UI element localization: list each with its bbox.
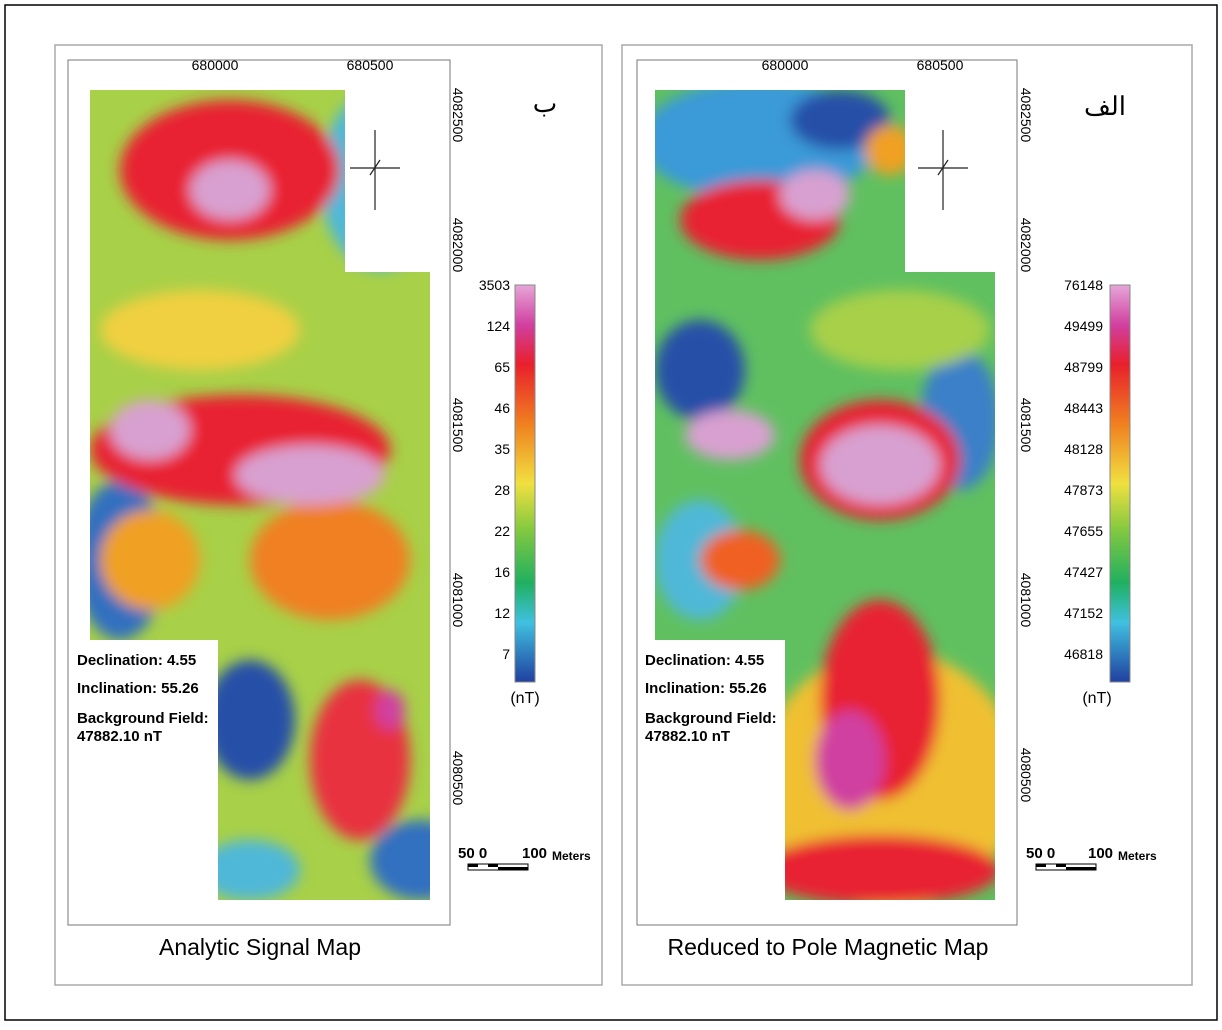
y-ticks: 4082500 4082000 4081500 4081000 4080500 [1018, 88, 1034, 803]
legend-label: 3503 [479, 277, 510, 293]
y-tick-label: 4080500 [450, 751, 466, 806]
legend-label: 35 [494, 441, 510, 457]
scale-right: 100 [522, 845, 547, 862]
legend-label: 46 [494, 400, 510, 416]
scale-unit: Meters [552, 849, 591, 863]
legend-unit: (nT) [1082, 690, 1111, 707]
y-tick-label: 4081500 [450, 398, 466, 453]
background-label: Background Field: [77, 710, 209, 727]
x-tick-label: 680000 [192, 57, 239, 73]
y-tick-label: 4082000 [1018, 218, 1034, 273]
panel-letter: ب [533, 89, 557, 119]
y-tick-label: 4081500 [1018, 398, 1034, 453]
y-tick-label: 4080500 [1018, 748, 1034, 803]
legend-label: 47152 [1064, 605, 1103, 621]
letter-box [1070, 75, 1140, 135]
legend-label: 47427 [1064, 564, 1103, 580]
legend-label: 48799 [1064, 359, 1103, 375]
declination: Declination: 4.55 [77, 652, 196, 669]
x-tick-label: 680000 [762, 57, 809, 73]
legend-label: 76148 [1064, 277, 1103, 293]
background-label: Background Field: [645, 710, 777, 727]
legend-label: 65 [494, 359, 510, 375]
inclination: Inclination: 55.26 [645, 680, 767, 697]
scale-right: 100 [1088, 845, 1113, 862]
y-ticks: 4082500 4082000 4081500 4081000 4080500 [450, 88, 466, 806]
north-arrow [350, 130, 400, 210]
color-bar [1109, 284, 1131, 683]
panel-title: Reduced to Pole Magnetic Map [668, 934, 989, 960]
legend-label: 16 [494, 564, 510, 580]
north-arrow [918, 130, 968, 210]
legend-labels: 76148 49499 48799 48443 48128 47873 4765… [1064, 277, 1103, 662]
panel-title: Analytic Signal Map [159, 934, 361, 960]
y-tick-label: 4082500 [1018, 88, 1034, 143]
legend-label: 48443 [1064, 400, 1103, 416]
map-frame [636, 59, 1018, 926]
legend-label: 22 [494, 523, 510, 539]
x-tick-label: 680500 [917, 57, 964, 73]
letter-box [515, 75, 575, 130]
x-tick-label: 680500 [347, 57, 394, 73]
color-bar [514, 284, 536, 683]
legend-label: 46818 [1064, 646, 1103, 662]
scale-bar [1035, 863, 1097, 871]
legend-label: 48128 [1064, 441, 1103, 457]
panel-letter: الف [1084, 92, 1126, 122]
legend-label: 7 [502, 646, 510, 662]
y-tick-label: 4082500 [450, 88, 466, 143]
scale-left: 50 0 [1026, 845, 1055, 862]
inclination: Inclination: 55.26 [77, 680, 199, 697]
scale-unit: Meters [1118, 849, 1157, 863]
legend-label: 49499 [1064, 318, 1103, 334]
declination: Declination: 4.55 [645, 652, 764, 669]
y-tick-label: 4081000 [1018, 573, 1034, 628]
legend-label: 47655 [1064, 523, 1103, 539]
background-value: 47882.10 nT [77, 728, 162, 745]
background-value: 47882.10 nT [645, 728, 730, 745]
legend-unit: (nT) [510, 690, 539, 707]
x-ticks: 680000 680500 [762, 57, 964, 73]
legend-label: 12 [494, 605, 510, 621]
y-tick-label: 4082000 [450, 218, 466, 273]
legend-label: 124 [487, 318, 511, 334]
legend-label: 28 [494, 482, 510, 498]
scale-bar [467, 863, 529, 871]
y-tick-label: 4081000 [450, 573, 466, 628]
map-frame [67, 59, 451, 926]
scale-left: 50 0 [458, 845, 487, 862]
legend-label: 47873 [1064, 482, 1103, 498]
legend-labels: 3503 124 65 46 35 28 22 16 12 7 [479, 277, 510, 662]
x-ticks: 680000 680500 [192, 57, 394, 73]
